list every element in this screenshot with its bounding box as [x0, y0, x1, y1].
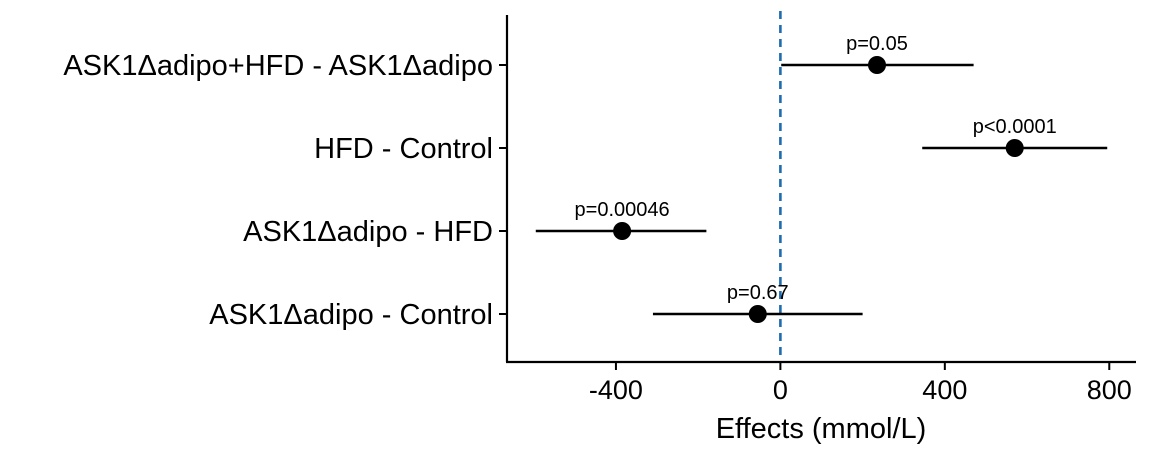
comparison-label: HFD - Control: [314, 133, 493, 165]
comparison-label: ASK1Δadipo+HFD - ASK1Δadipo: [63, 50, 493, 82]
x-axis-title: Effects (mmol/L): [716, 413, 927, 445]
axes-layer: [499, 15, 1136, 370]
labels-layer: -400 0 400 800 ASK1Δadipo+HFD - ASK1Δadipo HF…: [63, 50, 1131, 405]
x-tick-label: -400: [589, 375, 643, 405]
effect-point: [613, 222, 632, 240]
comparison-label: ASK1Δadipo - Control: [209, 299, 493, 331]
p-value-label: p<0.0001: [973, 116, 1057, 138]
comparison-label: ASK1Δadipo - HFD: [243, 216, 493, 248]
p-value-label: p=0.05: [846, 33, 908, 55]
comparison-marks-layer: p=0.05 p<0.0001 p=0.00046 p=0.67: [535, 33, 1108, 323]
p-value-label: p=0.00046: [575, 199, 670, 221]
p-value-label: p=0.67: [727, 282, 789, 304]
effect-point: [748, 305, 767, 323]
x-tick-label: 0: [773, 375, 788, 405]
x-tick-label: 800: [1087, 375, 1132, 405]
effect-point: [868, 56, 886, 74]
x-tick-label: 400: [922, 375, 967, 405]
effect-point: [1005, 139, 1024, 157]
